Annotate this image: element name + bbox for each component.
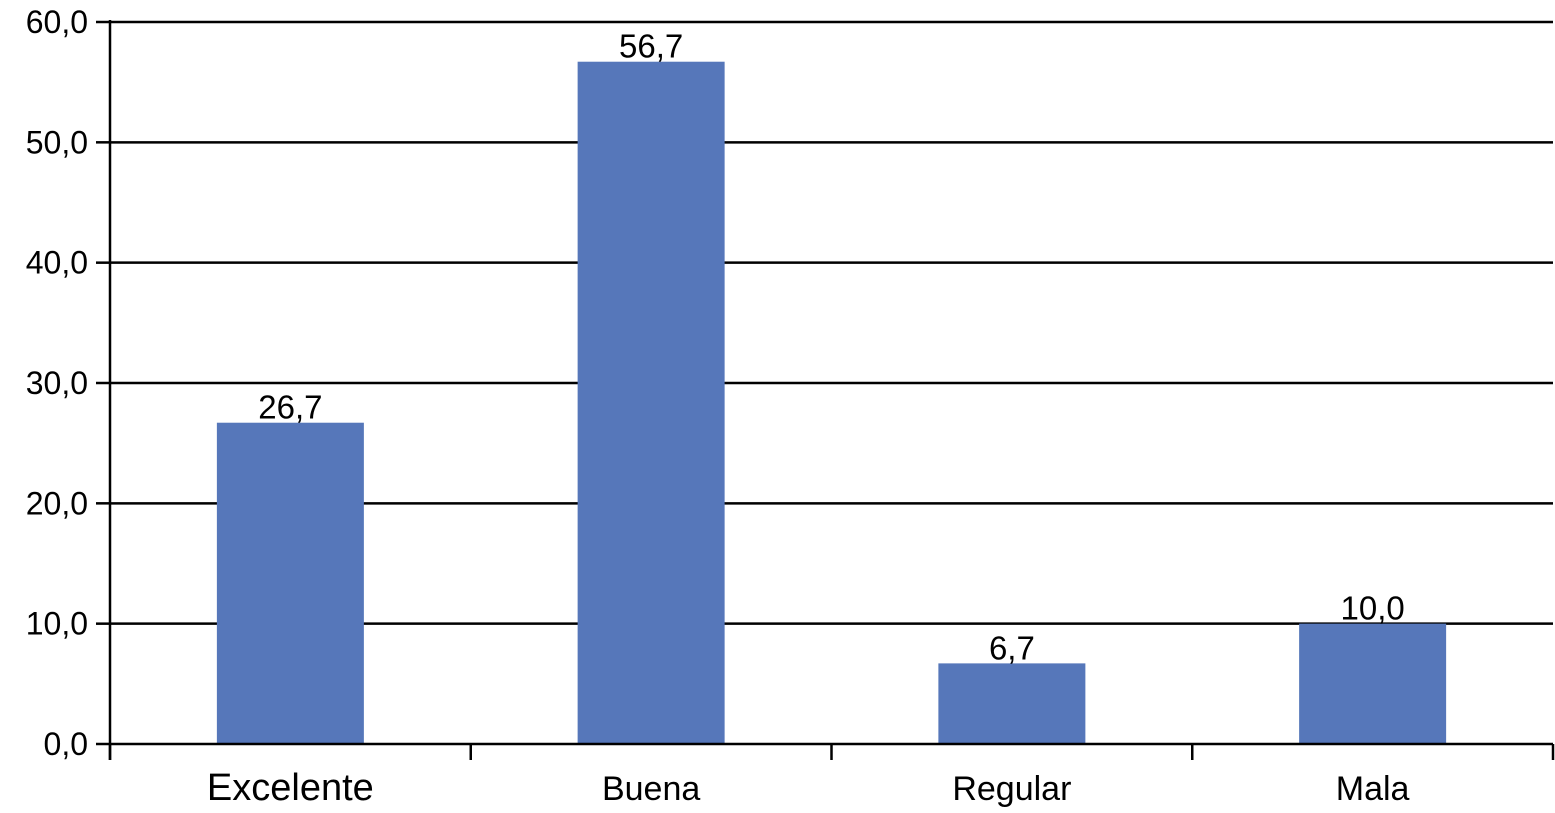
x-tick-label: Mala <box>1336 770 1410 808</box>
x-tick-label: Regular <box>952 770 1071 808</box>
bar-buena <box>577 61 725 744</box>
y-tick-label: 50,0 <box>26 124 88 160</box>
bar-regular <box>938 663 1086 744</box>
data-label: 10,0 <box>1341 590 1405 627</box>
bar-excelente <box>216 422 364 744</box>
y-tick-label: 0,0 <box>44 726 88 762</box>
y-tick-label: 10,0 <box>26 606 88 642</box>
data-label: 6,7 <box>989 629 1035 666</box>
y-tick-label: 60,0 <box>26 4 88 40</box>
data-label: 26,7 <box>258 389 322 426</box>
y-tick-label: 40,0 <box>26 245 88 281</box>
y-tick-label: 20,0 <box>26 485 88 521</box>
y-tick-label: 30,0 <box>26 365 88 401</box>
data-label: 56,7 <box>619 28 683 65</box>
bar-mala <box>1299 623 1447 744</box>
x-tick-label: Excelente <box>207 767 374 809</box>
x-tick-label: Buena <box>602 770 700 808</box>
